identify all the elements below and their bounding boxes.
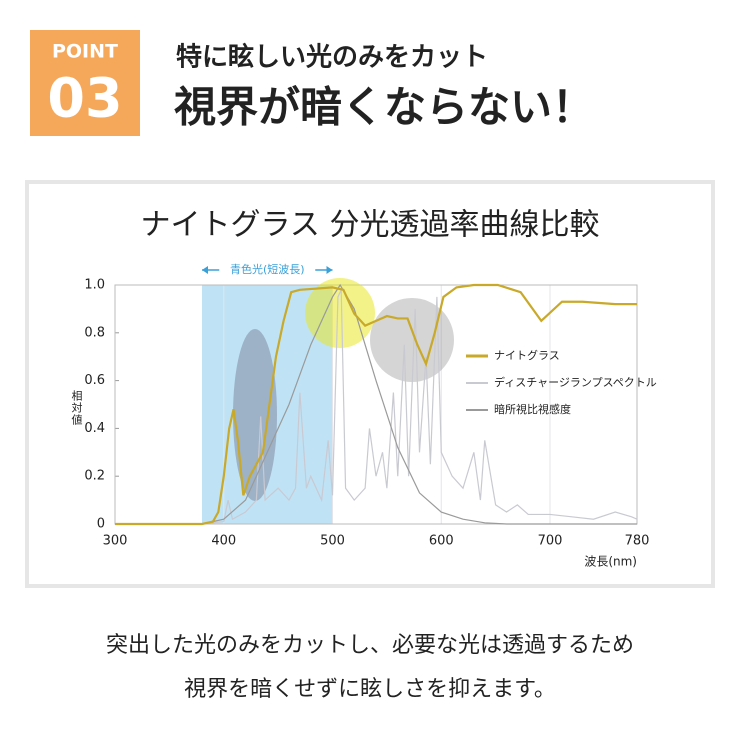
x-tick-label: 500 [320,534,345,549]
arrow-head [326,266,333,274]
x-tick-label: 700 [538,534,563,549]
spot [370,298,454,382]
y-tick-label: 1.0 [84,278,105,293]
y-tick-label: 0.6 [84,373,105,388]
footer-line: 突出した光のみをカットし、必要な光は透過するため [106,633,634,658]
chart-frame [25,180,715,588]
y-tick-label: 0.2 [84,469,105,484]
y-tick-label: 0 [97,517,105,532]
legend-label: ナイトグラス [494,348,560,362]
plot: 青色光(短波長) 300 400 500 600 700 780 0 0.2 0.4 0.6 0.8 1… [70,262,657,569]
chart-title: ナイトグラス 分光透過率曲線比較 [141,208,600,243]
footer-line: 視界を暗くせずに眩しさを抑えます。 [184,677,556,702]
line-series [201,283,637,525]
legend-label: 暗所視比視感度 [494,402,571,416]
subtitle: 特に眩しい光のみをカット [176,42,488,73]
spot [305,278,375,348]
y-axis-label: 相対値 [70,390,83,426]
badge [30,30,140,136]
y-tick-label: 0.4 [84,421,105,436]
badge-label: POINT [52,41,118,63]
x-axis-label: 波長(nm) [584,555,637,569]
x-tick-label: 600 [429,534,454,549]
line-series [201,289,638,525]
x-tick-label: 780 [625,534,650,549]
arrow-head [202,266,208,274]
spot [233,329,277,501]
x-tick-label: 400 [211,534,236,549]
title: 視界が暗くならない！ [174,83,594,132]
legend-label: ディスチャージランプスペクトル [494,375,657,389]
plot-border [114,284,638,525]
y-tick-label: 0.8 [84,325,105,340]
band-label: 青色光(短波長) [230,262,305,276]
badge-number: 03 [47,67,122,130]
line-series [115,283,637,526]
x-tick-label: 300 [103,534,128,549]
